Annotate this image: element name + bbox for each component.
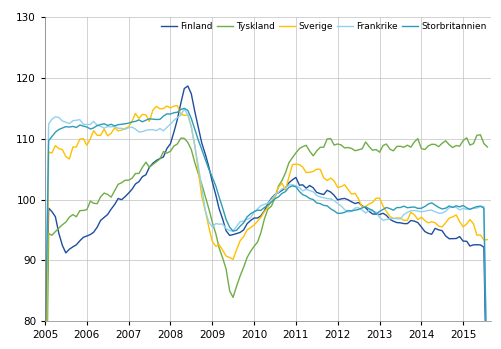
Line: Sverige: Sverige [45, 106, 487, 349]
Line: Tyskland: Tyskland [45, 135, 487, 349]
Line: Frankrike: Frankrike [45, 109, 487, 349]
Legend: Finland, Tyskland, Sverige, Frankrike, Storbritannien: Finland, Tyskland, Sverige, Frankrike, S… [157, 18, 490, 35]
Line: Finland: Finland [45, 86, 487, 349]
Line: Storbritannien: Storbritannien [45, 108, 487, 349]
